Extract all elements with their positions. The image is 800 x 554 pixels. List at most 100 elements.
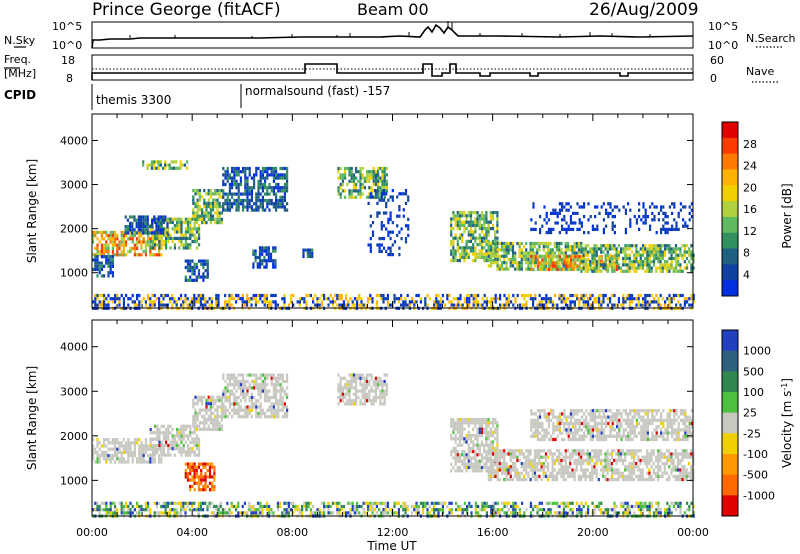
heatmap-cell — [679, 293, 682, 298]
heatmap-cell — [496, 220, 499, 224]
heatmap-cell — [398, 214, 401, 218]
heatmap-cell — [120, 441, 123, 445]
heatmap-cell — [144, 460, 147, 464]
heatmap-cell — [644, 250, 647, 254]
heatmap-cell — [338, 293, 341, 298]
heatmap-cell — [518, 261, 521, 265]
heatmap-cell — [253, 179, 256, 183]
heatmap-cell — [177, 166, 180, 170]
heatmap-cell — [480, 230, 484, 234]
heatmap-cell — [675, 221, 678, 225]
heatmap-cell — [370, 399, 373, 403]
heatmap-cell — [467, 466, 470, 470]
heatmap-cell — [591, 227, 594, 231]
heatmap-cell — [253, 386, 256, 390]
heatmap-cell — [593, 244, 596, 248]
heatmap-cell — [670, 260, 673, 264]
heatmap-cell — [476, 434, 479, 438]
heatmap-cell — [169, 217, 172, 221]
heatmap-cell — [228, 205, 231, 209]
heatmap-cell — [129, 450, 132, 454]
heatmap-cell — [452, 252, 455, 256]
heatmap-cell — [133, 250, 136, 254]
heatmap-cell — [644, 256, 647, 261]
heatmap-cell — [194, 192, 197, 196]
heatmap-cell — [151, 227, 154, 231]
heatmap-cell — [450, 249, 453, 253]
heatmap-cell — [476, 217, 479, 221]
heatmap-cell — [666, 247, 669, 251]
heatmap-cell — [542, 241, 545, 246]
heatmap-cell — [374, 399, 377, 403]
heatmap-cell — [250, 373, 253, 377]
heatmap-cell — [114, 243, 117, 247]
heatmap-cell — [352, 376, 355, 380]
heatmap-cell — [194, 408, 197, 412]
heatmap-cell — [272, 386, 275, 390]
heatmap-cell — [439, 300, 442, 304]
heatmap-cell — [476, 440, 479, 444]
heatmap-cell — [499, 303, 502, 307]
heatmap-cell — [566, 455, 570, 459]
heatmap-cell — [193, 475, 196, 479]
heatmap-cell — [197, 478, 201, 482]
heatmap-cell — [120, 230, 123, 234]
heatmap-cell — [204, 475, 207, 479]
heatmap-cell — [193, 472, 196, 476]
heatmap-cell — [378, 246, 381, 250]
heatmap-cell — [242, 166, 245, 171]
heatmap-cell — [348, 402, 351, 406]
heatmap-cell — [255, 192, 258, 196]
heatmap-cell — [189, 468, 192, 473]
heatmap-cell — [173, 300, 176, 304]
heatmap-cell — [480, 440, 484, 444]
heatmap-cell — [162, 220, 165, 224]
heatmap-cell — [595, 300, 598, 304]
heatmap-cell — [184, 440, 187, 444]
heatmap-cell — [591, 266, 594, 270]
heatmap-cell — [140, 441, 143, 445]
heatmap-cell — [212, 395, 215, 399]
heatmap-cell — [463, 440, 466, 444]
heatmap-cell — [525, 248, 528, 252]
heatmap-cell — [131, 228, 134, 232]
heatmap-cell — [591, 449, 594, 453]
heatmap-cell — [472, 230, 475, 234]
heatmap-cell — [622, 205, 625, 209]
heatmap-cell — [564, 452, 567, 456]
heatmap-cell — [628, 260, 631, 264]
heatmap-cell — [467, 239, 470, 243]
heatmap-cell — [611, 244, 614, 248]
heatmap-cell — [206, 265, 209, 270]
heatmap-cell — [338, 303, 341, 307]
heatmap-cell — [337, 395, 340, 400]
heatmap-cell — [469, 456, 473, 460]
heatmap-cell — [237, 405, 240, 409]
heatmap-cell — [248, 411, 251, 416]
heatmap-cell — [479, 303, 482, 307]
heatmap-cell — [253, 176, 256, 180]
heatmap-cell — [164, 218, 167, 222]
heatmap-cell — [270, 411, 273, 416]
heatmap-cell — [244, 411, 247, 416]
heatmap-cell — [368, 379, 371, 384]
heatmap-cell — [96, 460, 99, 464]
heatmap-cell — [235, 205, 238, 209]
heatmap-cell — [545, 211, 548, 215]
heatmap-cell — [96, 450, 99, 454]
heatmap-cell — [283, 189, 286, 193]
heatmap-cell — [226, 373, 229, 377]
heatmap-cell — [259, 202, 262, 206]
heatmap-cell — [118, 457, 121, 461]
heatmap-cell — [253, 173, 256, 177]
heatmap-cell — [127, 454, 130, 458]
heatmap-cell — [208, 475, 212, 479]
heatmap-cell — [600, 293, 603, 298]
heatmap-cell — [523, 303, 526, 307]
heatmap-cell — [272, 262, 275, 266]
heatmap-cell — [268, 192, 271, 196]
heatmap-cell — [571, 245, 574, 249]
heatmap-cell — [494, 471, 497, 475]
heatmap-cell — [498, 452, 501, 456]
